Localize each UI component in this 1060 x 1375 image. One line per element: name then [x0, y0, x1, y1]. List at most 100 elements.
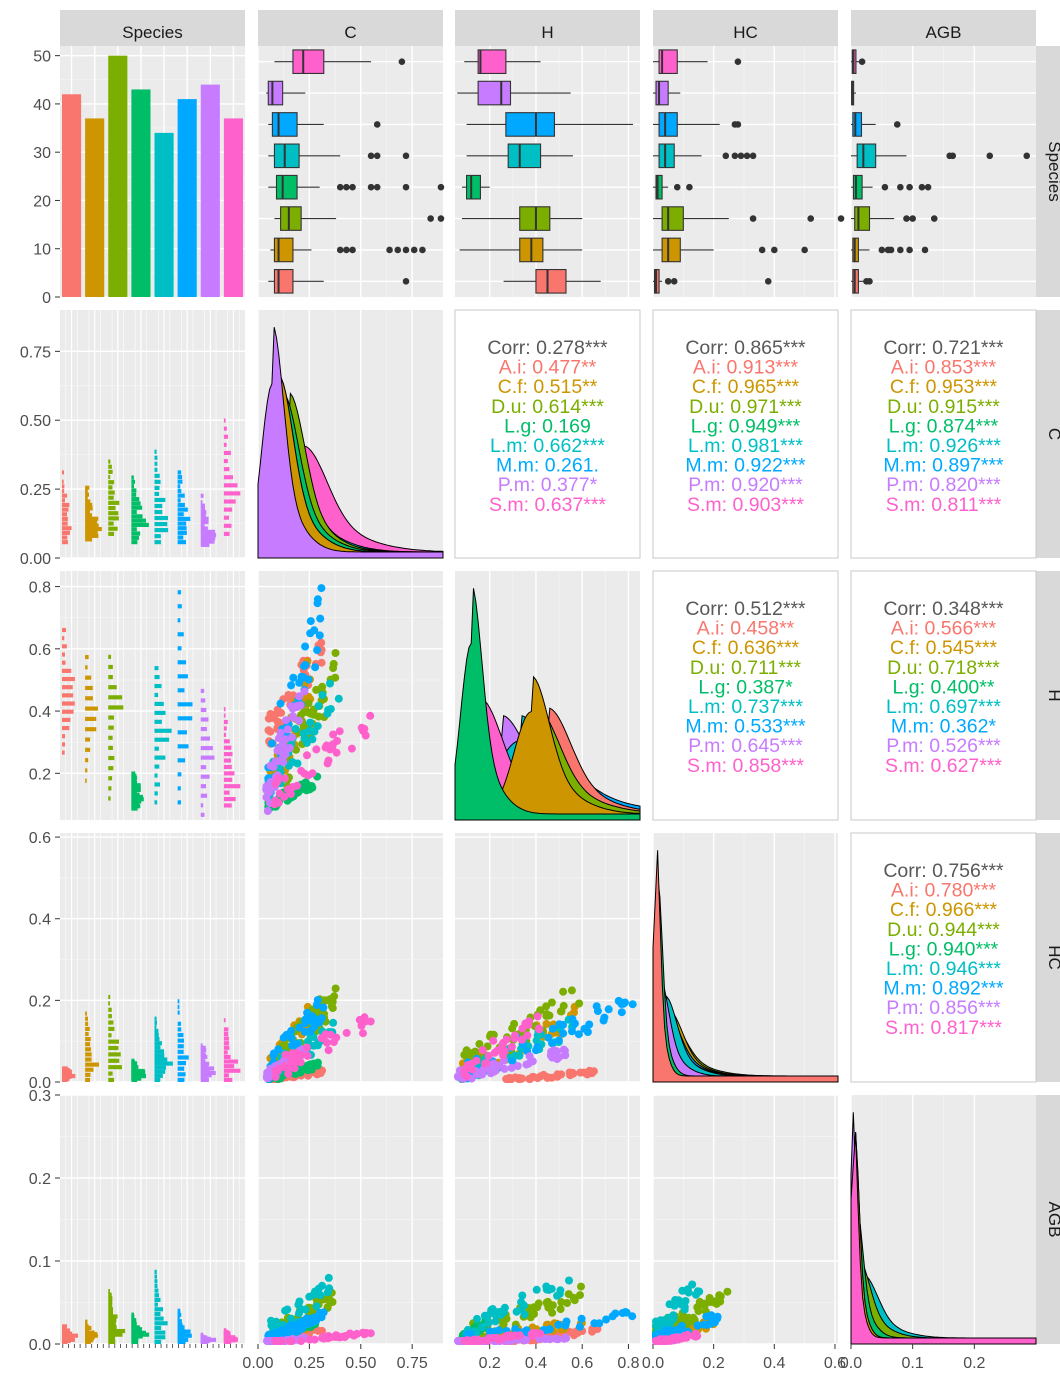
scatter-point [652, 1337, 660, 1345]
hist-bin [108, 1026, 115, 1031]
hist-bin [200, 707, 207, 713]
scatter-point [300, 687, 309, 696]
scatter-point [332, 748, 341, 757]
hist-bin [85, 523, 99, 528]
hist-bin [62, 540, 68, 545]
hist-bin [85, 1031, 89, 1037]
hist-bin [154, 1028, 159, 1034]
hist-bin [108, 1020, 114, 1025]
outlier-point [722, 152, 730, 160]
hist-bin [62, 717, 71, 722]
scatter-point [284, 1069, 293, 1078]
hist-bin [200, 1048, 207, 1053]
hist-bin [200, 1075, 208, 1080]
corr-lm: L.m: 0.662*** [490, 435, 605, 457]
hist-bin [200, 1052, 206, 1057]
scatter-point [273, 746, 282, 755]
corr-lg: L.g: 0.940*** [889, 938, 999, 960]
histogram-h-ai [62, 627, 75, 755]
boxplot-hc-mm [653, 112, 742, 137]
hist-bin [131, 778, 137, 783]
scatter-point [265, 1330, 273, 1339]
panel-background [653, 46, 838, 297]
hist-bin [85, 1011, 87, 1016]
hist-bin [85, 1057, 92, 1062]
box [535, 268, 567, 294]
y-tick-label: 20 [33, 193, 51, 210]
histogram-agb-ai [62, 1324, 79, 1344]
scatter-point [318, 682, 327, 691]
scatter-point [661, 1326, 670, 1335]
hist-bin [200, 1061, 210, 1066]
scatter-point [577, 1282, 585, 1291]
scatter-point [303, 1008, 312, 1017]
histogram-c-cf [85, 485, 102, 542]
density-lg [454, 588, 641, 821]
scatter-point [495, 1335, 503, 1344]
hist-bin [223, 1027, 229, 1032]
scatter-point [359, 1029, 367, 1038]
scatter-point [328, 997, 337, 1006]
hist-bin [85, 665, 88, 670]
outlier-point [807, 215, 815, 222]
outlier-point [386, 246, 393, 254]
scatter-point [355, 1015, 364, 1024]
scatter-point [275, 789, 284, 798]
corr-overall: Corr: 0.348*** [883, 598, 1004, 620]
histogram-c-ai [62, 470, 72, 545]
boxplot-agb-sm [851, 49, 866, 75]
y-tick-label: 0.2 [29, 766, 51, 783]
hist-bin [200, 736, 211, 741]
panel-hc-hc [652, 833, 839, 1083]
hist-bin [223, 713, 226, 718]
scatter-point [703, 1320, 712, 1329]
scatter-point [308, 783, 317, 792]
hist-bin [154, 710, 166, 715]
y-tick-label: 0.0 [29, 1337, 51, 1354]
histogram-hc-lg [131, 1058, 147, 1082]
y-tick-label: 10 [33, 242, 51, 259]
x-tick-label: 0.6 [824, 1355, 846, 1372]
hist-bin [108, 490, 115, 495]
hist-bin [131, 776, 138, 781]
corr-mm: M.m: 0.892*** [883, 978, 1004, 1000]
hist-bin [154, 1041, 162, 1046]
corr-mm: M.m: 0.533*** [685, 716, 806, 738]
hist-bin [108, 1289, 110, 1294]
panel-background [454, 309, 641, 559]
hist-bin [223, 752, 233, 757]
panel-background [652, 309, 839, 559]
panel-h-species [60, 571, 245, 820]
scatter-point [521, 1019, 530, 1028]
scatter-point [508, 1024, 517, 1033]
panel-background [652, 570, 839, 821]
scatter-point [291, 724, 300, 733]
outlier-point [398, 58, 406, 65]
hist-bin [108, 705, 124, 710]
hist-bin [108, 745, 113, 750]
strip-label-top-h: H [541, 23, 553, 42]
scatter-point [542, 1002, 551, 1011]
hist-bin [177, 688, 185, 693]
hist-bin [62, 516, 68, 521]
panel-agb-hc [652, 1094, 838, 1345]
hist-bin [85, 1016, 89, 1021]
hist-bin [177, 1027, 182, 1032]
scatter-point [559, 987, 568, 996]
scatter-point [322, 741, 331, 750]
outlier-point [771, 246, 778, 254]
scatter-point [310, 1335, 319, 1344]
hist-bin [200, 803, 204, 808]
hist-bin [200, 793, 208, 798]
outlier-point [673, 183, 681, 191]
scatter-point [548, 1301, 557, 1310]
outlier-point [343, 246, 350, 254]
panel-hc-h [454, 833, 640, 1083]
boxplot-h-pm [457, 80, 571, 106]
hist-bin [131, 518, 146, 523]
outlier-point [373, 183, 381, 191]
strip-top-c [258, 10, 443, 46]
scatter-point [300, 662, 308, 671]
hist-bin [223, 1036, 229, 1041]
hist-bin [154, 1330, 166, 1335]
